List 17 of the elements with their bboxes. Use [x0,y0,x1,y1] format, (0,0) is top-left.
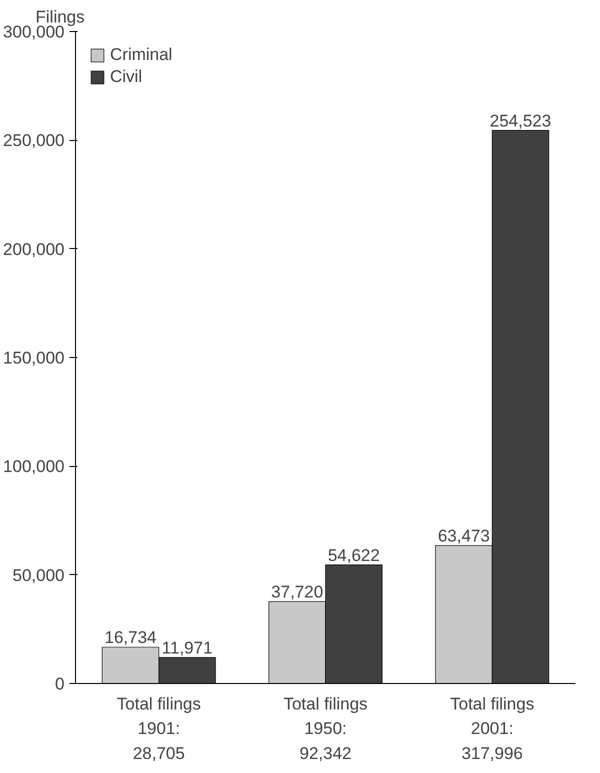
legend-label: Civil [110,67,142,87]
y-tick-label: 100,000 [3,457,64,476]
y-tick-label: 200,000 [3,240,64,259]
data-label: 63,473 [438,526,490,546]
data-label: 11,971 [162,638,213,658]
y-tick-label: 50,000 [12,566,65,585]
y-tick-label: 250,000 [3,131,64,150]
data-label: 54,622 [328,546,380,565]
x-tick-label: Total filings 1950: 92,342 [283,694,368,763]
y-tick-label: 150,000 [3,348,64,368]
data-label: 254,523 [490,111,552,130]
y-tick-label: 0 [55,674,65,694]
data-label: 37,720 [271,582,324,602]
data-label: 16,734 [104,628,156,648]
legend-label: Criminal [110,45,172,65]
x-tick-label: Total filings 1901: 28,705 [116,694,201,763]
x-tick-label: Total filings 2001: 317,996 [450,694,534,763]
